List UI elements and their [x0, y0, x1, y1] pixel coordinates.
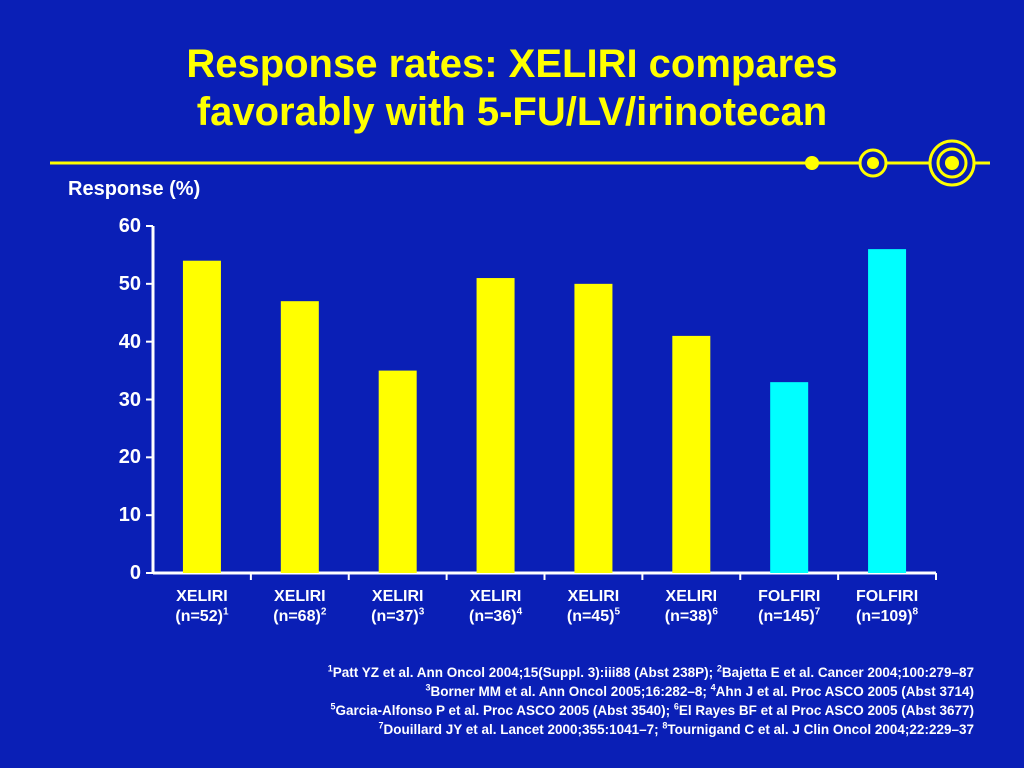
reference-number: 4: [516, 606, 523, 618]
reference-number: 4: [710, 682, 716, 693]
reference-line: 1Patt YZ et al. Ann Oncol 2004;15(Suppl.…: [74, 663, 974, 682]
reference-text: Tournigand C et al. J Clin Oncol 2004;22…: [667, 722, 974, 737]
reference-line: 5Garcia-Alfonso P et al. Proc ASCO 2005 …: [74, 701, 974, 720]
category-name: XELIRI: [665, 588, 718, 605]
category-sample-size: (n=145)7: [739, 607, 839, 627]
divider-dot-icon: [805, 156, 819, 170]
category-name: XELIRI: [176, 588, 228, 605]
category-label: FOLFIRI (n=109)8: [837, 587, 937, 627]
reference-number: 3: [418, 606, 425, 618]
title-line-2: favorably with 5-FU/LV/irinotecan: [196, 90, 828, 134]
category-name: XELIRI: [371, 588, 424, 605]
category-sample-size: (n=45)5: [543, 607, 643, 627]
divider-ring-small-icon: [858, 148, 888, 178]
category-label: FOLFIRI (n=145)7: [739, 587, 839, 627]
bar-xeliri-6: [672, 335, 711, 573]
sample-size-text: (n=36): [468, 608, 517, 625]
category-label: XELIRI (n=68)2: [250, 587, 350, 627]
reference-number: 1: [222, 606, 229, 618]
reference-number: 1: [327, 663, 333, 674]
category-name: FOLFIRI: [758, 588, 821, 605]
slide-title: Response rates: XELIRI compares favorabl…: [0, 40, 1024, 136]
category-sample-size: (n=109)8: [837, 607, 937, 627]
bar-xeliri-1: [182, 260, 221, 573]
bar-xeliri-3: [378, 370, 417, 573]
reference-number: 5: [614, 606, 620, 618]
title-line-1: Response rates: XELIRI compares: [186, 42, 838, 86]
reference-number: 7: [814, 606, 821, 618]
category-sample-size: (n=37)3: [348, 607, 448, 627]
category-sample-size: (n=52)1: [152, 607, 252, 627]
category-sample-size: (n=38)6: [641, 607, 741, 627]
reference-line: 7Douillard JY et al. Lancet 2000;355:104…: [74, 720, 974, 739]
sample-size-text: (n=145): [758, 608, 815, 625]
references: 1Patt YZ et al. Ann Oncol 2004;15(Suppl.…: [74, 663, 974, 739]
reference-text: Ahn J et al. Proc ASCO 2005 (Abst 3714): [715, 684, 974, 699]
bar-xeliri-2: [280, 301, 319, 573]
category-label: XELIRI (n=36)4: [446, 587, 546, 627]
bar-xeliri-4: [476, 278, 515, 573]
reference-number: 2: [320, 606, 327, 618]
reference-number: 8: [662, 720, 668, 731]
y-tick-label: 10: [118, 504, 141, 527]
y-tick-label: 40: [118, 330, 141, 353]
category-label: XELIRI (n=37)3: [348, 587, 448, 627]
y-tick-label: 50: [118, 272, 141, 295]
category-sample-size: (n=36)4: [446, 607, 546, 627]
sample-size-text: (n=45): [566, 608, 615, 625]
reference-text: Patt YZ et al. Ann Oncol 2004;15(Suppl. …: [332, 665, 717, 680]
bar-xeliri-5: [574, 283, 613, 573]
category-name: XELIRI: [274, 588, 326, 605]
category-label: XELIRI (n=38)6: [641, 587, 741, 627]
y-axis-label: Response (%): [68, 178, 201, 200]
category-name: XELIRI: [567, 588, 620, 605]
reference-number: 7: [378, 720, 384, 731]
reference-number: 8: [912, 606, 919, 618]
reference-number: 3: [425, 682, 431, 693]
sample-size-text: (n=68): [273, 608, 321, 625]
bar-folfiri-7: [770, 382, 809, 573]
sample-size-text: (n=109): [856, 608, 913, 625]
category-sample-size: (n=68)2: [250, 607, 350, 627]
reference-number: 6: [712, 606, 718, 618]
divider-ring-large-icon: [928, 139, 976, 187]
y-tick-label: 30: [118, 388, 141, 411]
decorative-divider: [50, 139, 990, 187]
y-tick-label: 20: [118, 446, 141, 469]
sample-size-text: (n=52): [175, 608, 223, 625]
reference-text: Garcia-Alfonso P et al. Proc ASCO 2005 (…: [335, 703, 674, 718]
reference-line: 3Borner MM et al. Ann Oncol 2005;16:282–…: [74, 682, 974, 701]
sample-size-text: (n=37): [371, 608, 419, 625]
sample-size-text: (n=38): [664, 608, 713, 625]
category-name: XELIRI: [469, 588, 522, 605]
category-label: XELIRI (n=52)1: [152, 587, 252, 627]
reference-number: 2: [716, 663, 722, 674]
y-tick-label: 0: [129, 562, 141, 584]
reference-text: Borner MM et al. Ann Oncol 2005;16:282–8…: [430, 684, 711, 699]
y-tick-label: 60: [118, 215, 141, 237]
bar-folfiri-8: [868, 249, 907, 573]
reference-text: El Rayes BF et al Proc ASCO 2005 (Abst 3…: [678, 703, 974, 718]
category-label: XELIRI (n=45)5: [543, 587, 643, 627]
reference-text: Bajetta E et al. Cancer 2004;100:279–87: [721, 665, 974, 680]
category-name: FOLFIRI: [855, 588, 919, 605]
reference-text: Douillard JY et al. Lancet 2000;355:1041…: [383, 722, 663, 737]
reference-number: 6: [673, 701, 679, 712]
reference-number: 5: [330, 701, 336, 712]
